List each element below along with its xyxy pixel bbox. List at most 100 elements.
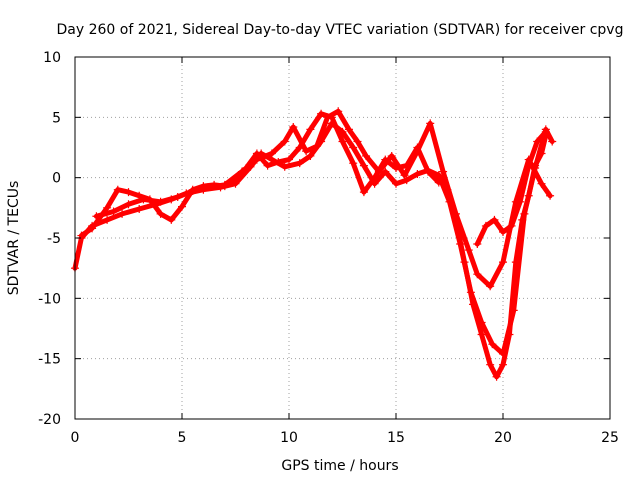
- data-point-track-1: [402, 176, 411, 185]
- data-point-track-5: [481, 221, 490, 230]
- tick-layer: 0 5 10 15 20 25 -20 -15 -10 -5 0 5 10: [38, 50, 619, 446]
- x-tick-label: 5: [178, 430, 187, 446]
- data-point-track-4: [518, 215, 527, 224]
- data-point-track-4: [477, 330, 486, 339]
- data-point-track-1: [118, 209, 127, 218]
- data-point-track-3: [124, 200, 133, 209]
- data-point-track-3: [237, 167, 246, 176]
- x-tick-label: 15: [387, 430, 405, 446]
- data-point-track-4: [492, 372, 501, 381]
- data-point-track-4: [511, 258, 520, 267]
- data-point-track-4: [499, 360, 507, 369]
- data-point-track-1: [349, 143, 358, 152]
- data-point-track-3: [156, 197, 165, 206]
- data-point-track-1: [280, 162, 289, 171]
- data-point-track-2: [113, 185, 122, 194]
- y-tick-label: 5: [52, 110, 61, 126]
- data-point-track-3: [92, 212, 101, 221]
- data-point-track-3: [220, 180, 229, 189]
- data-point-track-1: [295, 159, 304, 168]
- y-tick-label: -5: [47, 231, 61, 247]
- data-point-track-5: [499, 227, 507, 236]
- data-point-track-2: [178, 202, 186, 211]
- data-point-track-4: [443, 185, 452, 194]
- y-tick-label: 0: [52, 171, 61, 187]
- data-point-track-4: [524, 191, 533, 200]
- data-point-track-3: [353, 137, 362, 146]
- data-point-track-2: [88, 224, 97, 233]
- data-point-track-2: [263, 161, 272, 170]
- data-point-track-4: [451, 215, 460, 224]
- data-point-track-2: [359, 188, 368, 197]
- data-point-track-4: [505, 330, 514, 339]
- data-point-track-1: [135, 205, 144, 214]
- data-layer: [71, 107, 557, 381]
- x-tick-label: 25: [601, 430, 619, 446]
- data-point-track-1: [548, 137, 557, 146]
- data-point-track-3: [374, 167, 383, 176]
- data-point-track-3: [252, 155, 261, 164]
- data-point-track-3: [537, 179, 546, 188]
- data-point-track-3: [139, 195, 148, 204]
- data-point-track-2: [156, 209, 165, 218]
- data-point-track-3: [387, 151, 396, 160]
- data-point-track-2: [338, 137, 347, 146]
- data-point-track-4: [486, 360, 495, 369]
- data-point-track-1: [392, 179, 400, 188]
- series-line-track-4: [436, 132, 549, 380]
- data-point-track-3: [289, 122, 298, 131]
- data-point-track-2: [103, 203, 112, 212]
- data-point-track-2: [285, 155, 293, 164]
- data-point-track-3: [464, 246, 473, 255]
- data-point-track-1: [306, 151, 315, 160]
- data-point-track-4: [469, 300, 478, 309]
- data-point-track-5: [516, 197, 525, 206]
- grid-layer: [75, 57, 610, 419]
- data-point-track-3: [302, 147, 311, 156]
- x-tick-label: 0: [71, 430, 80, 446]
- data-point-track-2: [306, 125, 315, 134]
- data-point-track-5: [473, 240, 482, 249]
- data-point-track-3: [312, 142, 321, 151]
- x-tick-label: 10: [280, 430, 298, 446]
- data-point-track-2: [167, 215, 176, 224]
- data-point-track-3: [334, 107, 343, 116]
- y-tick-label: 10: [43, 50, 61, 66]
- data-point-track-2: [424, 167, 433, 176]
- data-point-track-3: [203, 183, 212, 192]
- data-point-track-3: [173, 192, 182, 201]
- data-point-track-1: [488, 340, 497, 349]
- y-tick-label: -10: [38, 291, 61, 307]
- data-point-track-4: [537, 149, 546, 158]
- data-point-track-3: [344, 125, 353, 134]
- data-point-track-3: [439, 167, 448, 176]
- data-point-track-3: [267, 149, 276, 158]
- data-point-track-3: [413, 147, 422, 156]
- data-point-track-3: [400, 171, 409, 180]
- x-axis-title: GPS time / hours: [281, 458, 398, 474]
- x-tick-label: 20: [494, 430, 512, 446]
- data-point-track-4: [434, 171, 443, 180]
- data-point-track-2: [77, 231, 86, 240]
- data-point-track-5: [533, 137, 542, 146]
- data-point-track-3: [280, 137, 289, 146]
- data-point-track-3: [499, 258, 507, 267]
- data-point-track-3: [473, 270, 482, 279]
- data-point-track-3: [486, 282, 495, 291]
- data-point-track-3: [109, 207, 118, 216]
- chart-title: Day 260 of 2021, Sidereal Day-to-day VTE…: [57, 22, 624, 38]
- data-point-track-3: [546, 191, 555, 200]
- data-point-track-1: [103, 215, 112, 224]
- data-point-track-3: [362, 151, 371, 160]
- data-point-track-2: [349, 159, 358, 168]
- y-tick-label: -20: [38, 412, 61, 428]
- data-point-track-2: [274, 157, 283, 166]
- data-point-track-5: [541, 127, 550, 136]
- data-point-track-1: [359, 161, 368, 170]
- data-point-track-5: [507, 221, 516, 230]
- data-point-track-2: [370, 173, 379, 182]
- data-point-track-4: [460, 258, 469, 267]
- data-point-track-5: [490, 215, 499, 224]
- y-tick-label: -15: [38, 352, 61, 368]
